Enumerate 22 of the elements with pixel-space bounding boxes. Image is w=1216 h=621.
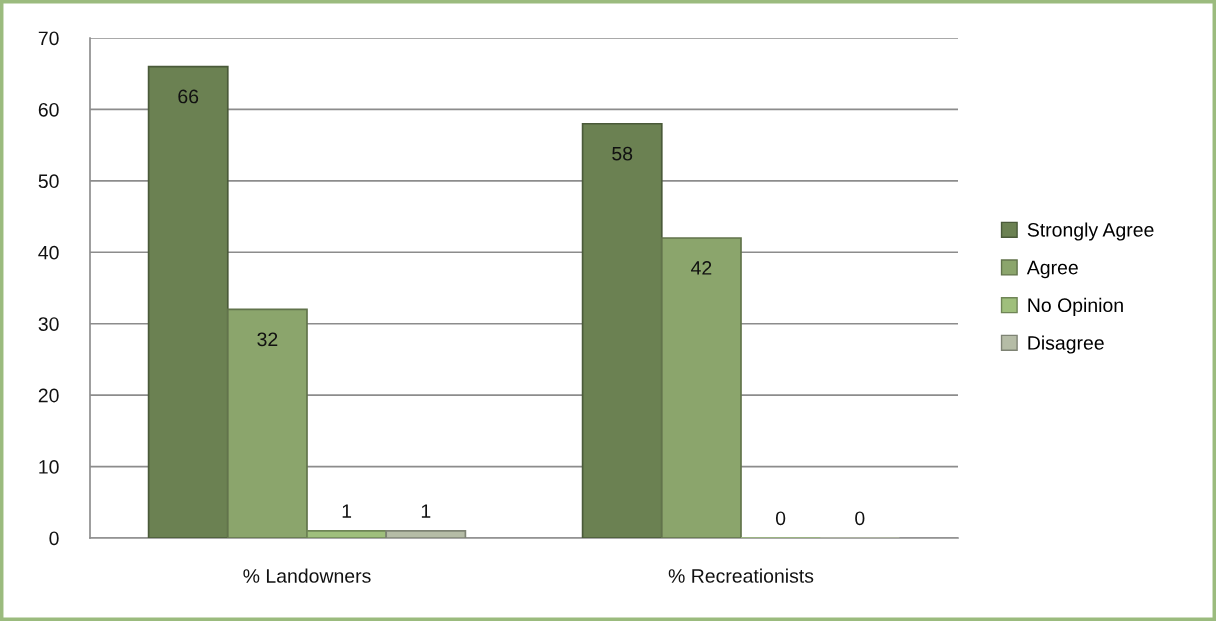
y-tick-label: 0 xyxy=(49,531,59,546)
y-tick-label: 30 xyxy=(38,317,59,331)
y-tick-label: 70 xyxy=(38,31,59,46)
data-label: 1 xyxy=(342,504,352,518)
data-label: 58 xyxy=(612,146,633,161)
legend-label: Strongly Agree xyxy=(1027,222,1154,241)
y-tick-label: 20 xyxy=(38,388,59,403)
data-label: 32 xyxy=(257,332,278,347)
data-label: 1 xyxy=(421,504,431,518)
legend-label: Disagree xyxy=(1028,335,1104,354)
data-label: 0 xyxy=(775,511,786,526)
y-tick-label: 50 xyxy=(38,174,59,189)
legend-label: No Opinion xyxy=(1028,297,1123,316)
y-tick-label: 10 xyxy=(39,460,59,474)
legend-label: Agree xyxy=(1026,260,1078,279)
data-label: 42 xyxy=(691,261,712,275)
data-label: 0 xyxy=(855,511,865,526)
x-tick-label: % Landowners xyxy=(243,568,371,583)
y-tick-label: 40 xyxy=(38,245,59,260)
y-tick-label: 60 xyxy=(38,102,59,117)
x-tick-label: % Recreationists xyxy=(668,568,814,583)
data-label: 66 xyxy=(178,89,199,104)
